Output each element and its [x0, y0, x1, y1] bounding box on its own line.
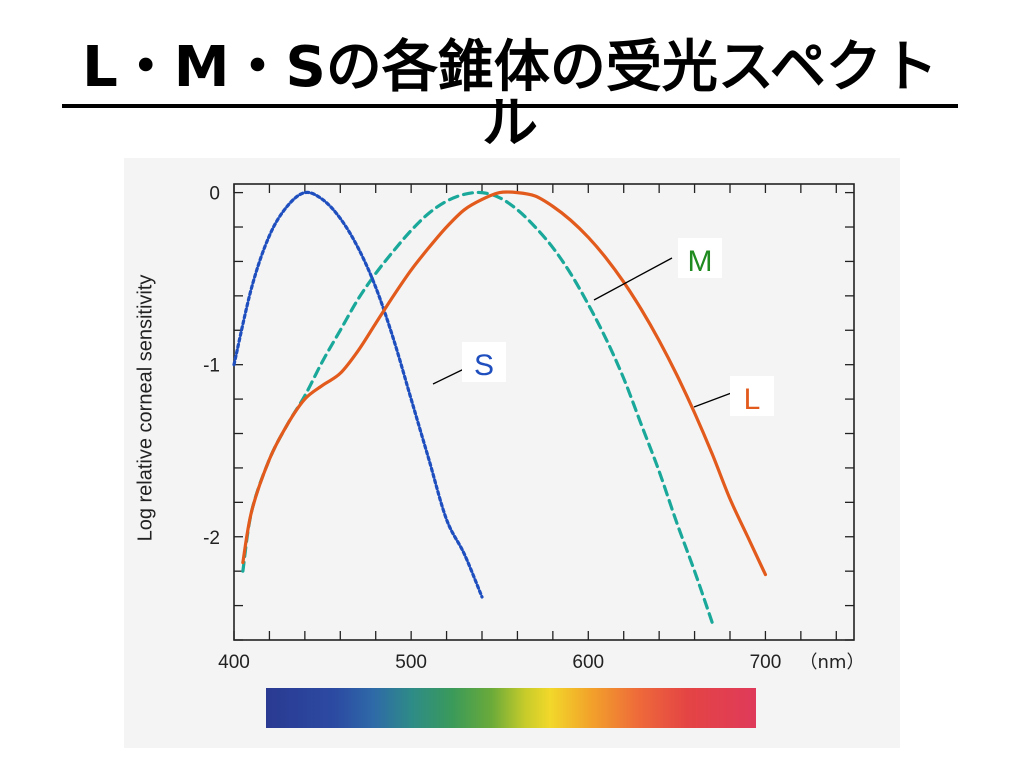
figure-panel	[124, 158, 900, 748]
y-axis-label: Log relative corneal sensitivity	[134, 274, 157, 542]
x-tick-label: 700	[750, 652, 782, 673]
label-S-box	[462, 342, 506, 382]
y-tick-label: -1	[203, 356, 220, 377]
x-unit-label: （nm）	[800, 652, 865, 673]
label-M-box	[678, 238, 722, 278]
series-M-line	[241, 190, 714, 625]
x-tick-label: 500	[395, 652, 427, 673]
x-tick-label: 600	[572, 652, 604, 673]
y-tick-label: 0	[209, 184, 220, 205]
title-underline	[62, 104, 958, 108]
label-L: L	[744, 383, 761, 416]
series-L-line	[241, 190, 768, 577]
y-tick-label: -2	[203, 528, 220, 549]
x-tick-label: 400	[218, 652, 250, 673]
label-M: M	[688, 245, 713, 278]
label-S: S	[474, 349, 494, 382]
L-leader-line	[693, 391, 735, 408]
M-leader-line	[593, 257, 673, 301]
plot-frame	[233, 183, 855, 641]
color-spectrum-bar	[266, 688, 756, 728]
series-S-line	[232, 190, 484, 599]
label-L-box	[730, 376, 774, 416]
S-leader-line	[432, 367, 467, 385]
